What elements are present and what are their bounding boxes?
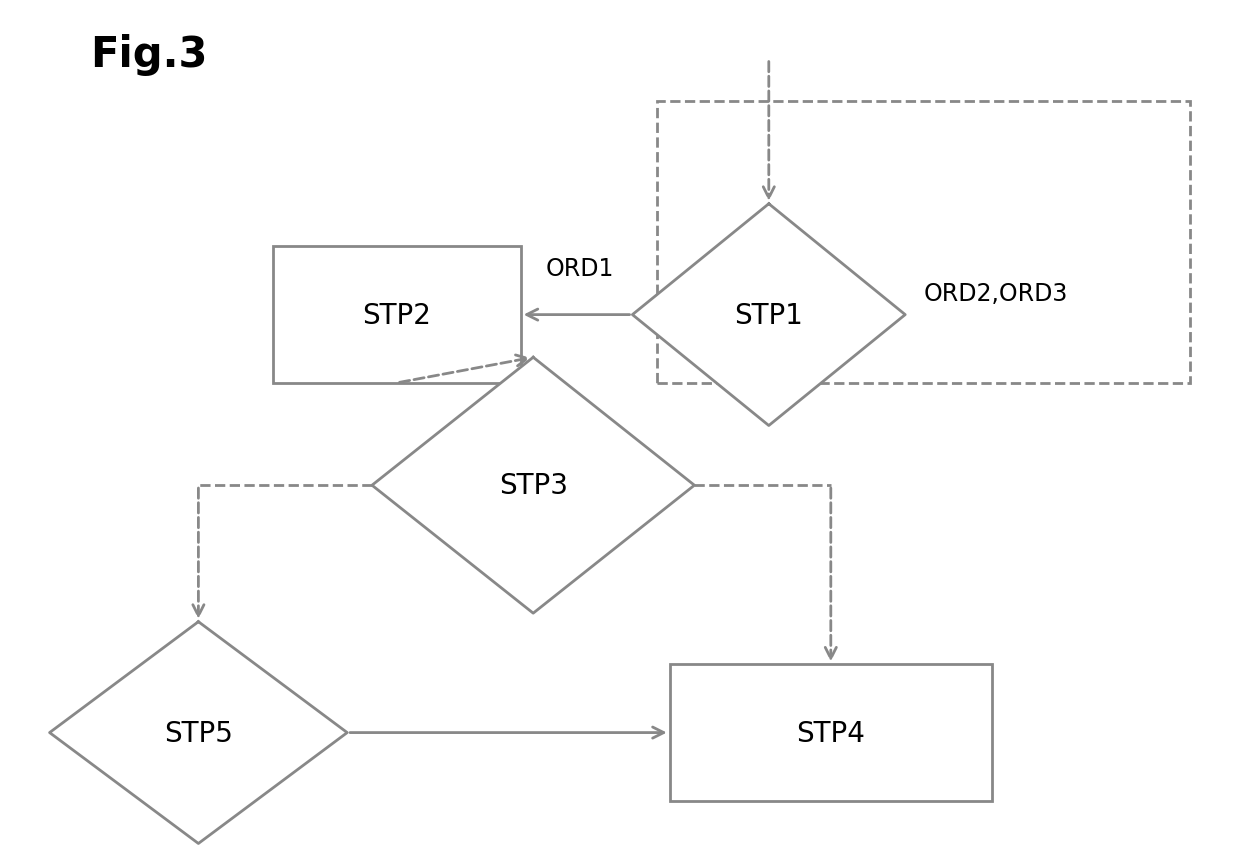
Text: ORD1: ORD1 xyxy=(546,256,614,280)
Bar xyxy=(273,247,521,383)
Text: Fig.3: Fig.3 xyxy=(91,34,207,76)
Polygon shape xyxy=(50,622,347,843)
Text: STP4: STP4 xyxy=(796,719,866,746)
Polygon shape xyxy=(632,204,905,426)
Bar xyxy=(657,102,1190,383)
Text: STP2: STP2 xyxy=(362,302,432,329)
Polygon shape xyxy=(372,358,694,613)
Bar xyxy=(670,665,992,801)
Text: STP1: STP1 xyxy=(734,302,804,329)
Text: STP3: STP3 xyxy=(498,472,568,499)
Text: STP5: STP5 xyxy=(164,719,233,746)
Text: ORD2,ORD3: ORD2,ORD3 xyxy=(924,282,1068,306)
